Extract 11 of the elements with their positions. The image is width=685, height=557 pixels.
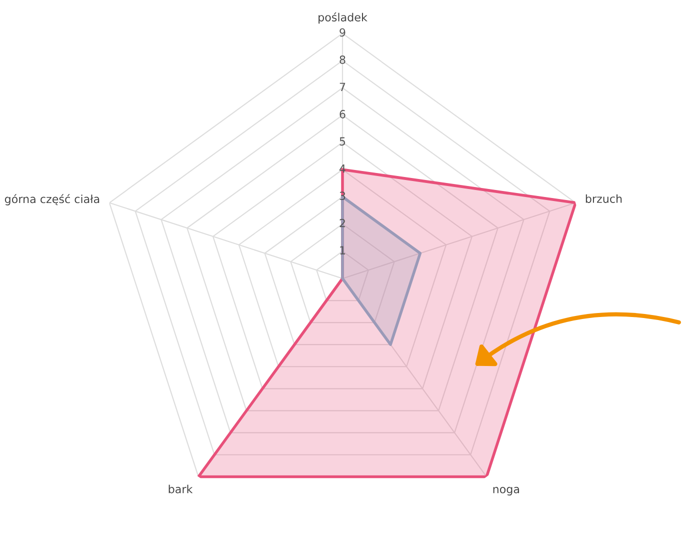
spoke-label: noga: [493, 486, 520, 496]
spoke-label: brzuch: [586, 194, 622, 203]
y-tick-label: 3: [340, 192, 346, 200]
spoke-label: bark: [168, 484, 193, 494]
y-tick-label: 7: [340, 82, 346, 91]
y-tick-label: 6: [340, 110, 346, 118]
y-tick-label: 5: [340, 137, 346, 146]
y-tick-label: 8: [340, 55, 346, 64]
spoke-label: górna część ciała: [4, 194, 100, 206]
y-tick-label: 9: [340, 28, 346, 37]
spoke-label: pośladek: [318, 12, 368, 24]
